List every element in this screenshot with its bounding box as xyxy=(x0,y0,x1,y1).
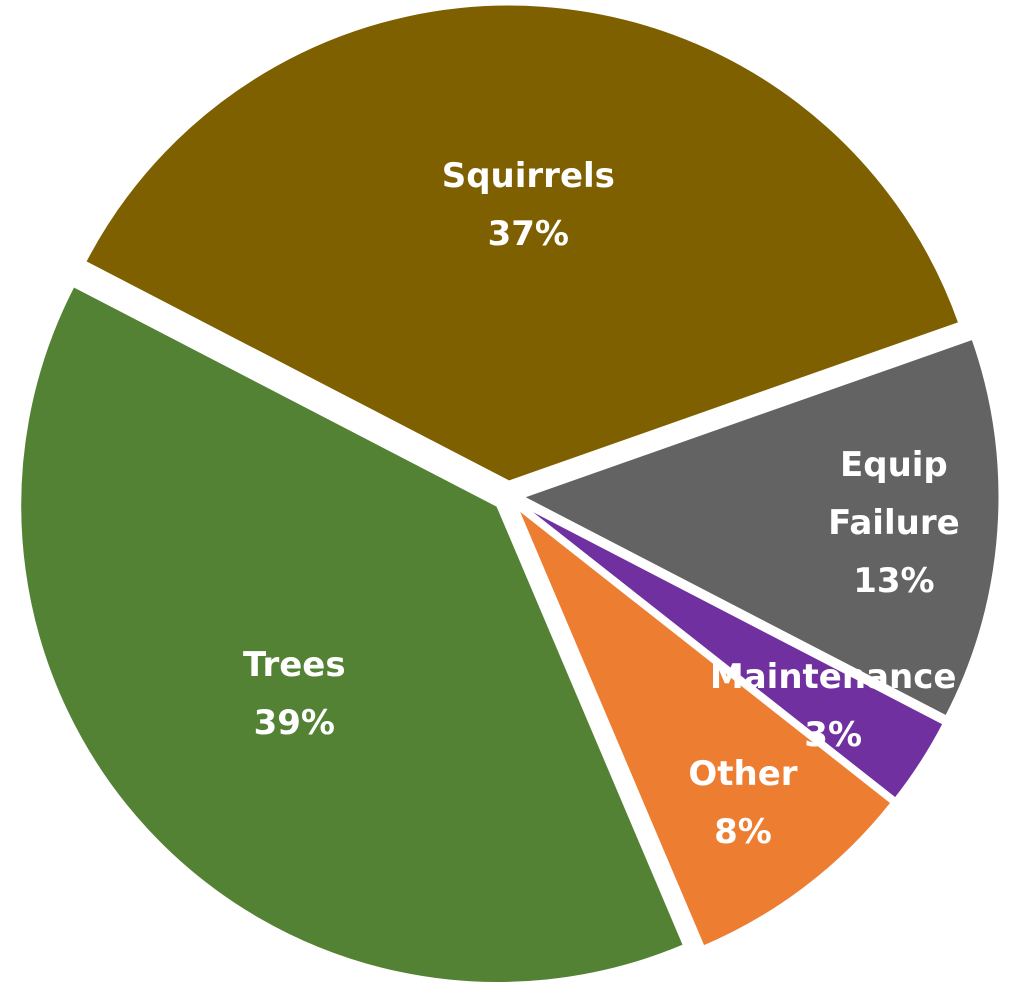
pie-slice xyxy=(18,283,687,985)
value-label: 39% xyxy=(253,702,335,743)
value-label: 37% xyxy=(487,214,570,255)
category-label: Maintenance xyxy=(709,656,957,697)
slice-label: Other 8% xyxy=(688,745,797,861)
pie-slice xyxy=(518,502,947,802)
value-label: 13% xyxy=(853,560,935,601)
slice-label: Trees 39% xyxy=(243,636,346,752)
value-label: 3% xyxy=(804,714,863,755)
pie-slice xyxy=(82,2,962,484)
slice-label: Maintenance 3% xyxy=(710,648,957,764)
slice-label: Equip Failure 13% xyxy=(828,436,960,610)
slice-label: Squirrels 37% xyxy=(442,147,615,263)
category-label: Trees xyxy=(243,644,346,685)
category-label: Squirrels xyxy=(441,156,615,197)
category-label: Equip Failure xyxy=(828,444,960,543)
value-label: 8% xyxy=(714,812,772,853)
pie-slice xyxy=(515,505,895,950)
pie-slice xyxy=(518,336,1002,719)
category-label: Other xyxy=(688,754,798,795)
